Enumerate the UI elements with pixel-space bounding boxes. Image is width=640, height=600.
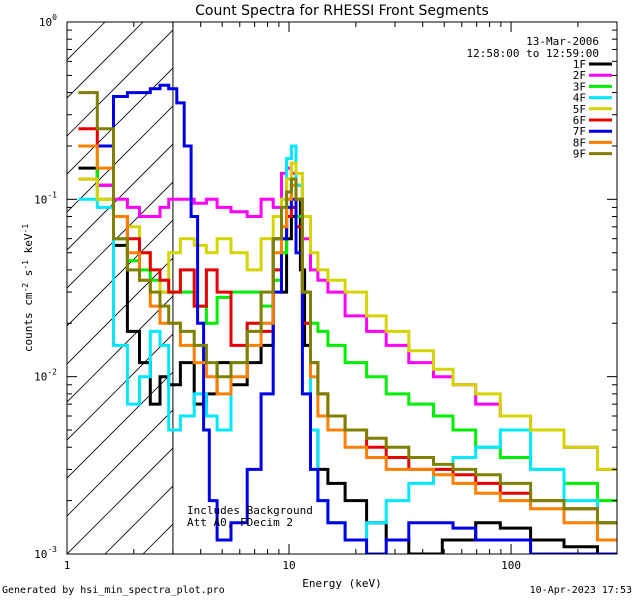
y-tick-label: 100 [39, 13, 57, 29]
series-line-1f [78, 166, 617, 554]
legend-label-6f: 6F [573, 114, 586, 127]
plot-frame [66, 21, 618, 555]
legend-label-5f: 5F [573, 103, 586, 116]
legend-label-4f: 4F [573, 92, 586, 105]
y-axis-label: counts cm-2 s-1 keV-1 [21, 224, 35, 352]
legend-label-8f: 8F [573, 136, 586, 149]
footer-timestamp: 10-Apr-2023 17:53 [529, 585, 632, 596]
series-line-9f [78, 91, 617, 525]
hatched-region [67, 22, 173, 554]
x-tick-label: 100 [501, 559, 521, 572]
legend-label-7f: 7F [573, 125, 586, 138]
legend-label-9f: 9F [573, 148, 586, 161]
time-range-label: 12:58:00 to 12:59:00 [467, 47, 599, 60]
legend-label-3f: 3F [573, 80, 586, 93]
series-line-7f [78, 83, 617, 554]
x-axis-label: Energy (keV) [302, 577, 381, 590]
chart-title: Count Spectra for RHESSI Front Segments [195, 3, 489, 19]
y-tick-label: 10-3 [34, 545, 57, 561]
y-tick-label: 10-2 [34, 368, 57, 384]
legend-label-2f: 2F [573, 69, 586, 82]
series-line-6f [78, 127, 617, 525]
date-label: 13-Mar-2006 [526, 35, 599, 48]
x-tick-label: 1 [64, 559, 71, 572]
series-line-4f [78, 144, 617, 542]
x-tick-label: 10 [282, 559, 295, 572]
y-tick-label: 10-1 [34, 190, 57, 206]
footer-generated-by: Generated by hsi_min_spectra_plot.pro [2, 585, 225, 596]
series-line-8f [78, 144, 617, 542]
annotation-attenuator: Att A0, FDecim 2 [187, 516, 293, 529]
legend-label-1f: 1F [573, 58, 586, 71]
annotation-background: Includes Background [187, 504, 313, 517]
